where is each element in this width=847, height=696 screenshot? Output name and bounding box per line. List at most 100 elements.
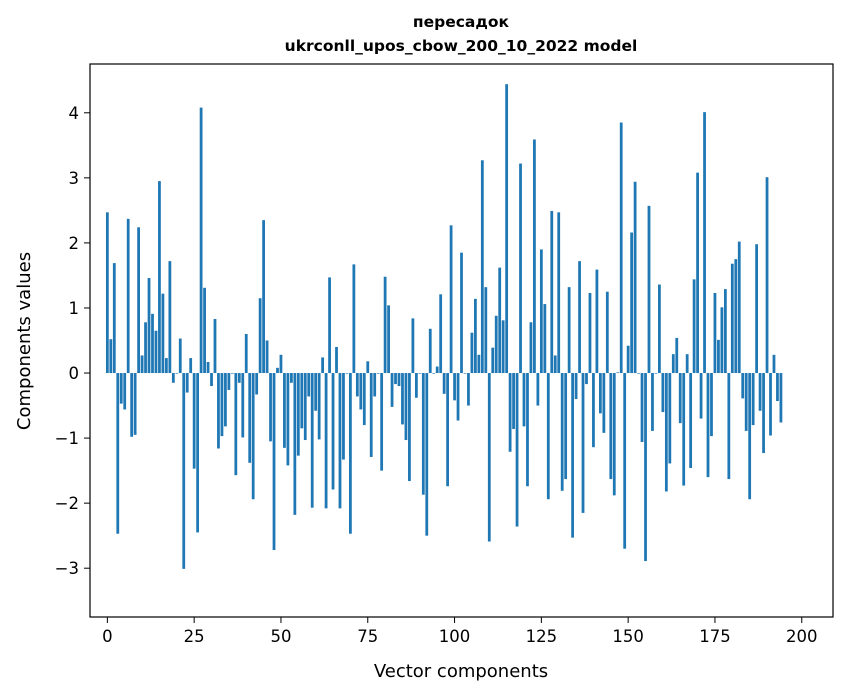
bar [314,373,318,411]
bar [310,373,314,508]
bar [213,319,217,374]
bar [706,373,710,478]
bar [619,122,623,374]
x-axis-ticks: 0 25 50 75 100 125 150 175 200 [102,617,818,646]
bar [234,373,238,476]
bar [140,355,144,374]
x-tick-label: 125 [526,627,558,646]
bar [425,373,429,536]
bar [161,293,165,374]
bar [675,337,679,374]
bar [456,373,460,421]
bar [227,373,231,390]
x-tick-label: 100 [439,627,471,646]
plot-frame [89,63,834,618]
bar [248,373,252,463]
bar [126,218,130,374]
x-tick-label: 75 [357,627,378,646]
bar [355,373,359,397]
bar [404,373,408,441]
bar [581,373,585,513]
bar [303,373,307,441]
bar [550,211,554,374]
bar [463,373,467,374]
bar [529,322,533,374]
bar [178,338,182,374]
bar [376,373,380,374]
bar [279,354,283,374]
bar [262,220,265,374]
bar [751,373,755,426]
bar [647,205,651,374]
bar [633,181,637,374]
bar [654,373,658,374]
bar [689,373,693,469]
bar [123,373,127,410]
bar [241,373,245,438]
bar [592,373,595,448]
bar [484,287,488,374]
bar [387,305,390,374]
bar [519,163,522,374]
y-axis-label: Components values [14,252,35,430]
bar [460,252,463,374]
bar [658,284,661,374]
bar [605,291,609,374]
bar [289,373,293,383]
bar [505,84,509,374]
bar [717,339,720,374]
bar [349,373,352,534]
bar [338,373,342,509]
bar [748,373,752,500]
bar [723,289,727,374]
bar [359,373,363,410]
bar [317,373,321,440]
y-tick-label: 0 [69,364,80,383]
bar [217,373,220,449]
bar [640,373,644,442]
bar [522,373,526,427]
bar [699,373,703,419]
bar [276,367,279,374]
bar [696,172,699,374]
bar [637,373,640,374]
bar [744,373,748,431]
x-tick-label: 0 [102,627,113,646]
bar [307,373,311,397]
bar [557,212,561,374]
bar [533,139,536,374]
bar [626,345,630,374]
bar [230,373,234,374]
bar [300,373,304,429]
bar [758,373,762,411]
bar [164,358,168,374]
bar [373,373,377,397]
bar [571,373,574,538]
bar [442,373,446,394]
bar [414,373,418,398]
bar [397,373,401,387]
bar [474,298,477,374]
bar [678,373,682,424]
bar [515,373,519,527]
bar [730,263,734,374]
bar [765,177,769,374]
bar [331,373,335,490]
bar [258,298,262,374]
bar [644,373,647,562]
y-tick-label: −3 [55,559,79,578]
bar [446,373,449,487]
bar [168,261,172,374]
bar [623,373,627,549]
bar [158,181,161,374]
bar [671,354,675,374]
bar [366,361,370,374]
bar [762,373,765,454]
bar [144,322,147,374]
bar [328,277,331,374]
bar [362,373,366,426]
bar [616,372,620,374]
bar [664,373,668,492]
bar [560,373,564,491]
bar [418,373,422,374]
